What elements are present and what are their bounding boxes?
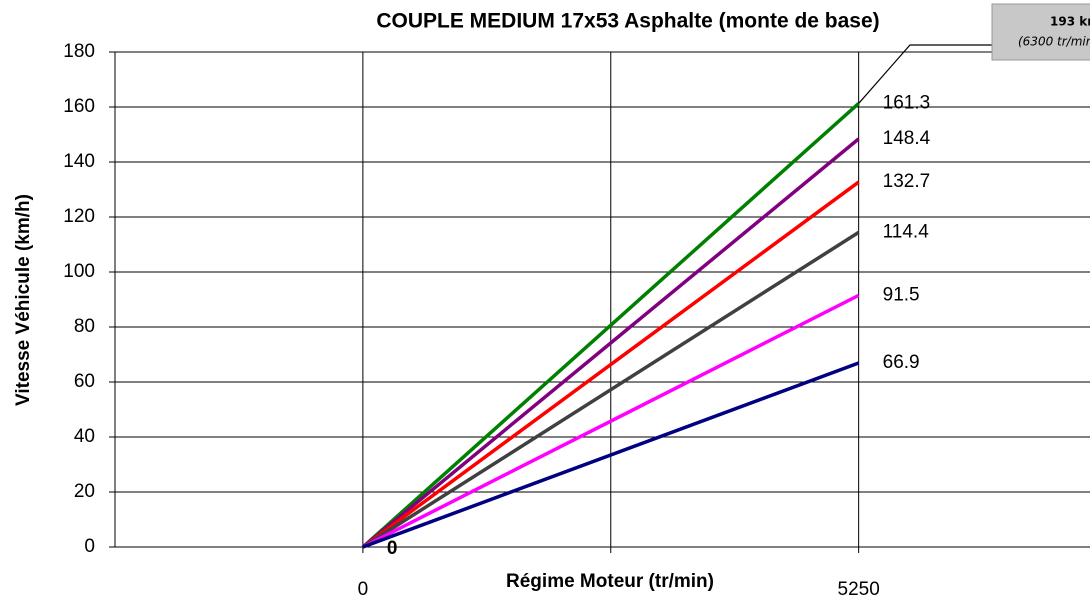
annotation-line2: (6300 tr/min) [1018, 35, 1090, 49]
series-line [361, 230, 860, 549]
y-tick-label: 100 [63, 261, 95, 282]
annotation-box [991, 3, 1090, 61]
x-tick-label: 5250 [838, 579, 880, 600]
data-label: 66.9 [883, 352, 920, 373]
y-tick-label: 40 [74, 426, 95, 447]
y-tick-label: 180 [63, 41, 95, 62]
data-label: 148.4 [883, 128, 931, 149]
y-tick-label: 160 [63, 96, 95, 117]
data-label: 0 [387, 538, 398, 559]
y-tick-label: 60 [74, 371, 95, 392]
series-line [361, 180, 860, 549]
x-tick-label: 0 [358, 579, 369, 600]
data-label: 132.7 [883, 171, 931, 192]
series-line [361, 137, 860, 549]
series-line [362, 361, 860, 549]
y-tick-label: 0 [84, 536, 95, 557]
y-axis-title: Vitesse Véhicule (km/h) [13, 194, 34, 406]
annotation: 193 km/h (6300 tr/min) [991, 3, 1090, 61]
annotation-line1: 193 km/h [1050, 15, 1090, 29]
y-tick-label: 80 [74, 316, 95, 337]
data-label: 91.5 [883, 284, 920, 305]
y-tick-label: 120 [63, 206, 95, 227]
data-label: 161.3 [883, 92, 931, 113]
callout-line [858, 44, 992, 104]
data-label: 114.4 [883, 221, 930, 242]
series-line [362, 293, 860, 549]
y-tick-label: 140 [63, 151, 95, 172]
y-tick-label: 20 [74, 481, 95, 502]
series-line [361, 102, 860, 549]
chart-title: COUPLE MEDIUM 17x53 Asphalte (monte de b… [376, 10, 879, 33]
x-axis-title: Régime Moteur (tr/min) [506, 571, 714, 592]
